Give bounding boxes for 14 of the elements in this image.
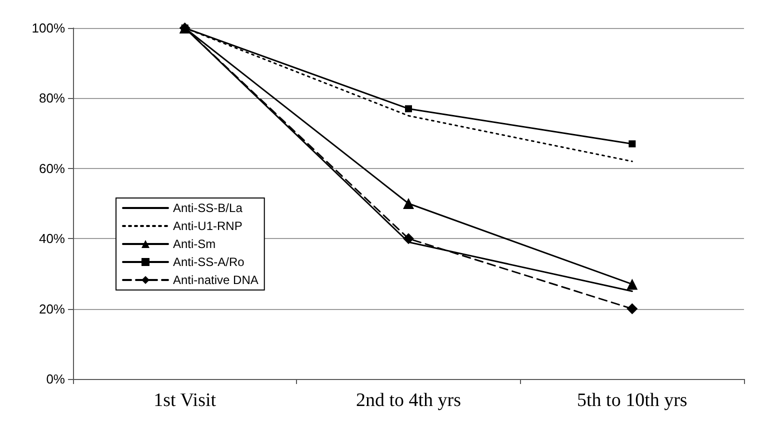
- legend-label: Anti-Sm: [173, 237, 216, 251]
- y-tick-label: 100%: [32, 20, 66, 36]
- legend-label: Anti-SS-B/La: [173, 201, 243, 215]
- y-tick-label: 20%: [38, 301, 66, 316]
- legend-label: Anti-U1-RNP: [173, 219, 242, 233]
- y-tick-label: 60%: [38, 160, 66, 176]
- x-tick-label: 5th to 10th yrs: [577, 390, 688, 411]
- x-tick-label: 2nd to 4th yrs: [356, 390, 462, 411]
- x-tick-label: 1st Visit: [154, 390, 217, 411]
- legend-label: Anti-native DNA: [173, 273, 258, 287]
- y-tick-label: 40%: [38, 231, 66, 246]
- y-tick-label: 80%: [38, 90, 66, 106]
- legend-label: Anti-SS-A/Ro: [173, 255, 245, 269]
- y-tick-label: 0%: [46, 372, 66, 386]
